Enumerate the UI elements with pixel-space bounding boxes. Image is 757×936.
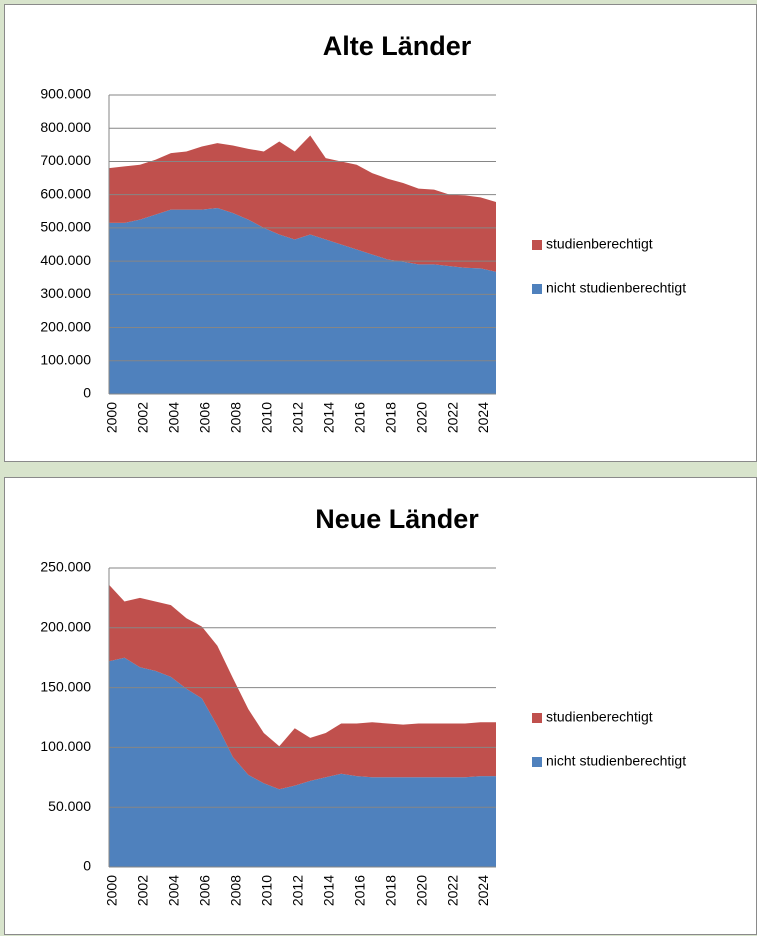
area: [109, 657, 496, 867]
x-tick-label: 2004: [166, 402, 182, 433]
x-tick-label: 2006: [197, 402, 213, 433]
chart-panel: Alte Länder 0 100.000 200.000 300.000 400.000…: [4, 4, 757, 462]
x-tick-label: 2008: [228, 875, 244, 906]
x-tick-label: 2012: [289, 875, 305, 906]
x-tick-label: 2002: [135, 875, 151, 906]
x-tick-label: 2010: [259, 875, 275, 906]
x-tick-label: 2018: [382, 875, 398, 906]
legend-swatch: [532, 240, 542, 250]
y-tick-label: 900.000: [40, 86, 91, 102]
x-tick-label: 2002: [135, 402, 151, 433]
x-tick-label: 2004: [166, 875, 182, 906]
x-tick-label: 2022: [444, 875, 460, 906]
y-tick-label: 200.000: [40, 318, 91, 334]
y-tick-label: 0: [83, 385, 91, 401]
y-tick-label: 200.000: [40, 619, 91, 635]
x-tick-label: 2014: [320, 402, 336, 433]
x-tick-label: 2022: [444, 402, 460, 433]
y-tick-label: 150.000: [40, 678, 91, 694]
x-tick-label: 2000: [104, 875, 120, 906]
area: [109, 207, 496, 394]
y-tick-label: 500.000: [40, 219, 91, 235]
y-tick-label: 100.000: [40, 738, 91, 754]
y-tick-label: 0: [83, 858, 91, 874]
legend-swatch: [532, 757, 542, 767]
chart-panel: Neue Länder 0 50.000 100.000 150.000 200.000 2…: [4, 477, 757, 935]
y-tick-label: 300.000: [40, 285, 91, 301]
y-tick-label: 400.000: [40, 252, 91, 268]
y-tick-label: 100.000: [40, 351, 91, 367]
legend-label: studienberechtigt: [546, 709, 653, 725]
y-tick-label: 600.000: [40, 185, 91, 201]
x-tick-label: 2020: [413, 402, 429, 433]
x-tick-label: 2014: [320, 875, 336, 906]
x-tick-label: 2018: [382, 402, 398, 433]
x-tick-label: 2016: [351, 402, 367, 433]
chart: Alte Länder 0 100.000 200.000 300.000 400.000…: [40, 31, 686, 433]
legend-swatch: [532, 284, 542, 294]
legend-swatch: [532, 713, 542, 723]
chart-title: Neue Länder: [315, 504, 479, 534]
y-tick-label: 800.000: [40, 119, 91, 135]
x-tick-label: 2024: [475, 875, 491, 906]
legend-label: nicht studienberechtigt: [546, 280, 686, 296]
x-tick-label: 2010: [259, 402, 275, 433]
y-tick-label: 700.000: [40, 152, 91, 168]
x-tick-label: 2012: [289, 402, 305, 433]
chart: Neue Länder 0 50.000 100.000 150.000 200.000 2…: [40, 504, 686, 906]
x-tick-label: 2000: [104, 402, 120, 433]
area: [109, 584, 496, 790]
y-tick-label: 50.000: [48, 798, 91, 814]
y-tick-label: 250.000: [40, 559, 91, 575]
x-tick-label: 2006: [197, 875, 213, 906]
area: [109, 135, 496, 272]
x-tick-label: 2008: [228, 402, 244, 433]
legend-label: studienberechtigt: [546, 236, 653, 252]
legend-label: nicht studienberechtigt: [546, 753, 686, 769]
x-tick-label: 2024: [475, 402, 491, 433]
chart-title: Alte Länder: [323, 31, 472, 61]
x-tick-label: 2020: [413, 875, 429, 906]
x-tick-label: 2016: [351, 875, 367, 906]
